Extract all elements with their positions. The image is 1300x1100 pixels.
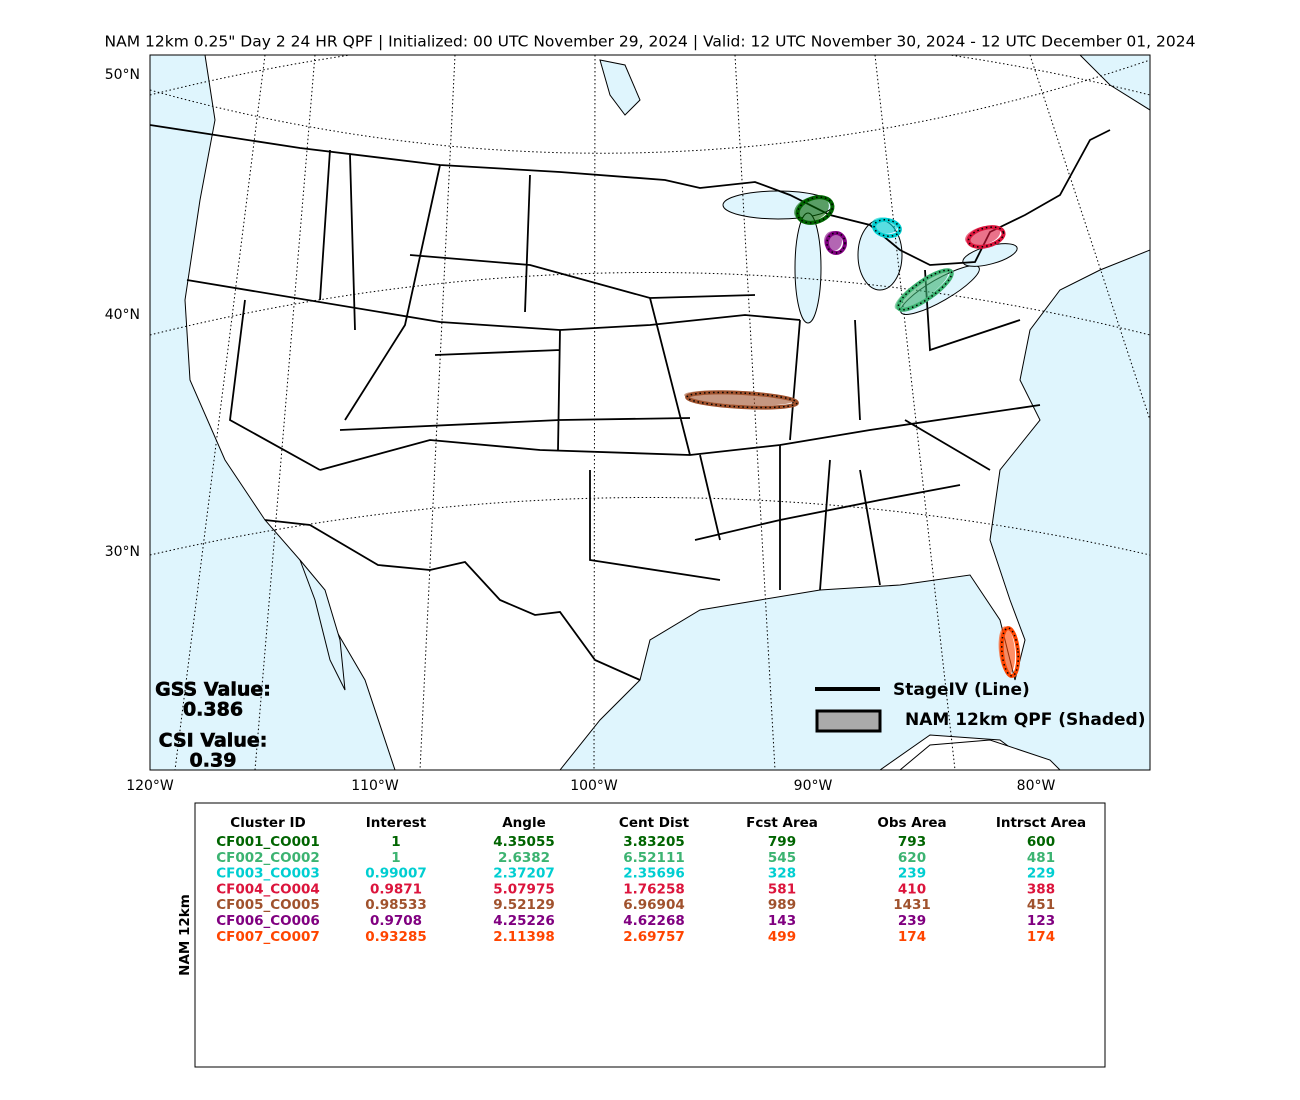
table-cell: 239 bbox=[898, 913, 926, 929]
column-header: Fcst Area bbox=[746, 815, 818, 831]
table-cell: 581 bbox=[768, 881, 796, 897]
table-cell: 499 bbox=[768, 929, 796, 945]
table-cell: 1431 bbox=[893, 897, 931, 913]
table-cell: 4.25226 bbox=[493, 913, 555, 929]
table-cell: 0.98533 bbox=[365, 897, 427, 913]
observed-object-dots bbox=[873, 219, 901, 237]
map-frame bbox=[149, 54, 1151, 771]
observed-object-dots bbox=[826, 232, 846, 254]
table-cell: 6.96904 bbox=[623, 897, 685, 913]
table-cell: CF004_CO004 bbox=[216, 881, 320, 897]
table-cell: 793 bbox=[898, 834, 926, 850]
table-cell: 174 bbox=[898, 929, 926, 945]
table-cell: 410 bbox=[898, 881, 926, 897]
table-cell: 2.11398 bbox=[493, 929, 555, 945]
table-cell: CF003_CO003 bbox=[216, 866, 320, 882]
csi-value: 0.39 bbox=[190, 750, 237, 772]
table-cell: CF001_CO001 bbox=[216, 834, 320, 850]
table-cell: 600 bbox=[1027, 834, 1055, 850]
table-cell: 143 bbox=[768, 913, 796, 929]
column-header: Cluster ID bbox=[230, 815, 305, 831]
table-cell: 451 bbox=[1027, 897, 1055, 913]
table-cell: 2.37207 bbox=[493, 866, 555, 882]
table-cell: 799 bbox=[768, 834, 796, 850]
table-cell: 6.52111 bbox=[623, 850, 685, 866]
table-cell: 174 bbox=[1027, 929, 1055, 945]
table-cell: 388 bbox=[1027, 881, 1055, 897]
lon-label: 100°W bbox=[570, 778, 618, 794]
column-header: Intrsct Area bbox=[996, 815, 1086, 831]
table-cell: 0.93285 bbox=[365, 929, 427, 945]
legend-shaded-label: NAM 12km QPF (Shaded) bbox=[905, 710, 1145, 730]
table-cell: 328 bbox=[768, 866, 796, 882]
table-cell: 545 bbox=[768, 850, 796, 866]
table-cell: 481 bbox=[1027, 850, 1055, 866]
table-cell: 5.07975 bbox=[493, 881, 555, 897]
table-cell: 0.9871 bbox=[370, 881, 422, 897]
table-cell: 4.62268 bbox=[623, 913, 685, 929]
table-cell: 0.9708 bbox=[370, 913, 422, 929]
lat-label: 50°N bbox=[105, 67, 140, 83]
table-cell: 1 bbox=[391, 850, 400, 866]
table-cell: 2.69757 bbox=[623, 929, 685, 945]
observed-object-dots bbox=[796, 196, 834, 224]
map bbox=[150, 55, 1150, 770]
table-frame bbox=[194, 802, 1106, 1068]
column-header: Angle bbox=[502, 815, 546, 831]
lat-label: 40°N bbox=[105, 307, 140, 323]
table-cell: 1.76258 bbox=[623, 881, 685, 897]
table-cell: 4.35055 bbox=[493, 834, 555, 850]
lon-label: 90°W bbox=[794, 778, 833, 794]
table-cell: CF005_CO005 bbox=[216, 897, 320, 913]
legend-shaded-swatch bbox=[815, 709, 882, 733]
table-side-label: NAM 12km bbox=[177, 894, 193, 976]
observed-object-dots bbox=[967, 226, 1005, 248]
table-cell: 123 bbox=[1027, 913, 1055, 929]
observed-object-dots bbox=[686, 391, 798, 409]
title: NAM 12km 0.25" Day 2 24 HR QPF | Initial… bbox=[105, 33, 1196, 51]
table-cell: CF006_CO006 bbox=[216, 913, 320, 929]
table-cell: 2.6382 bbox=[498, 850, 550, 866]
table-cell: 9.52129 bbox=[493, 897, 555, 913]
table-cell: 620 bbox=[898, 850, 926, 866]
table-cell: 229 bbox=[1027, 866, 1055, 882]
legend-line-label: StageIV (Line) bbox=[893, 680, 1030, 700]
legend: StageIV (Line) NAM 12km QPF (Shaded) bbox=[815, 680, 1145, 733]
lon-label: 80°W bbox=[1017, 778, 1056, 794]
observed-object-dots bbox=[897, 269, 953, 311]
table-cell: 0.99007 bbox=[365, 866, 427, 882]
lon-label: 110°W bbox=[351, 778, 399, 794]
column-header: Interest bbox=[366, 815, 427, 831]
lon-label: 120°W bbox=[126, 778, 174, 794]
column-header: Cent Dist bbox=[619, 815, 690, 831]
table-cell: 1 bbox=[391, 834, 400, 850]
table-cell: CF007_CO007 bbox=[216, 929, 320, 945]
observed-object-dots bbox=[1001, 627, 1019, 677]
forecast-object bbox=[894, 270, 949, 310]
column-header: Obs Area bbox=[877, 815, 946, 831]
table-cell: CF002_CO002 bbox=[216, 850, 320, 866]
gss-value: 0.386 bbox=[183, 699, 243, 721]
table-cell: 2.35696 bbox=[623, 866, 685, 882]
table-cell: 239 bbox=[898, 866, 926, 882]
table-cell: 989 bbox=[768, 897, 796, 913]
gss-label: GSS Value: bbox=[155, 679, 271, 701]
csi-label: CSI Value: bbox=[159, 730, 268, 752]
lat-label: 30°N bbox=[105, 544, 140, 560]
table-cell: 3.83205 bbox=[623, 834, 685, 850]
